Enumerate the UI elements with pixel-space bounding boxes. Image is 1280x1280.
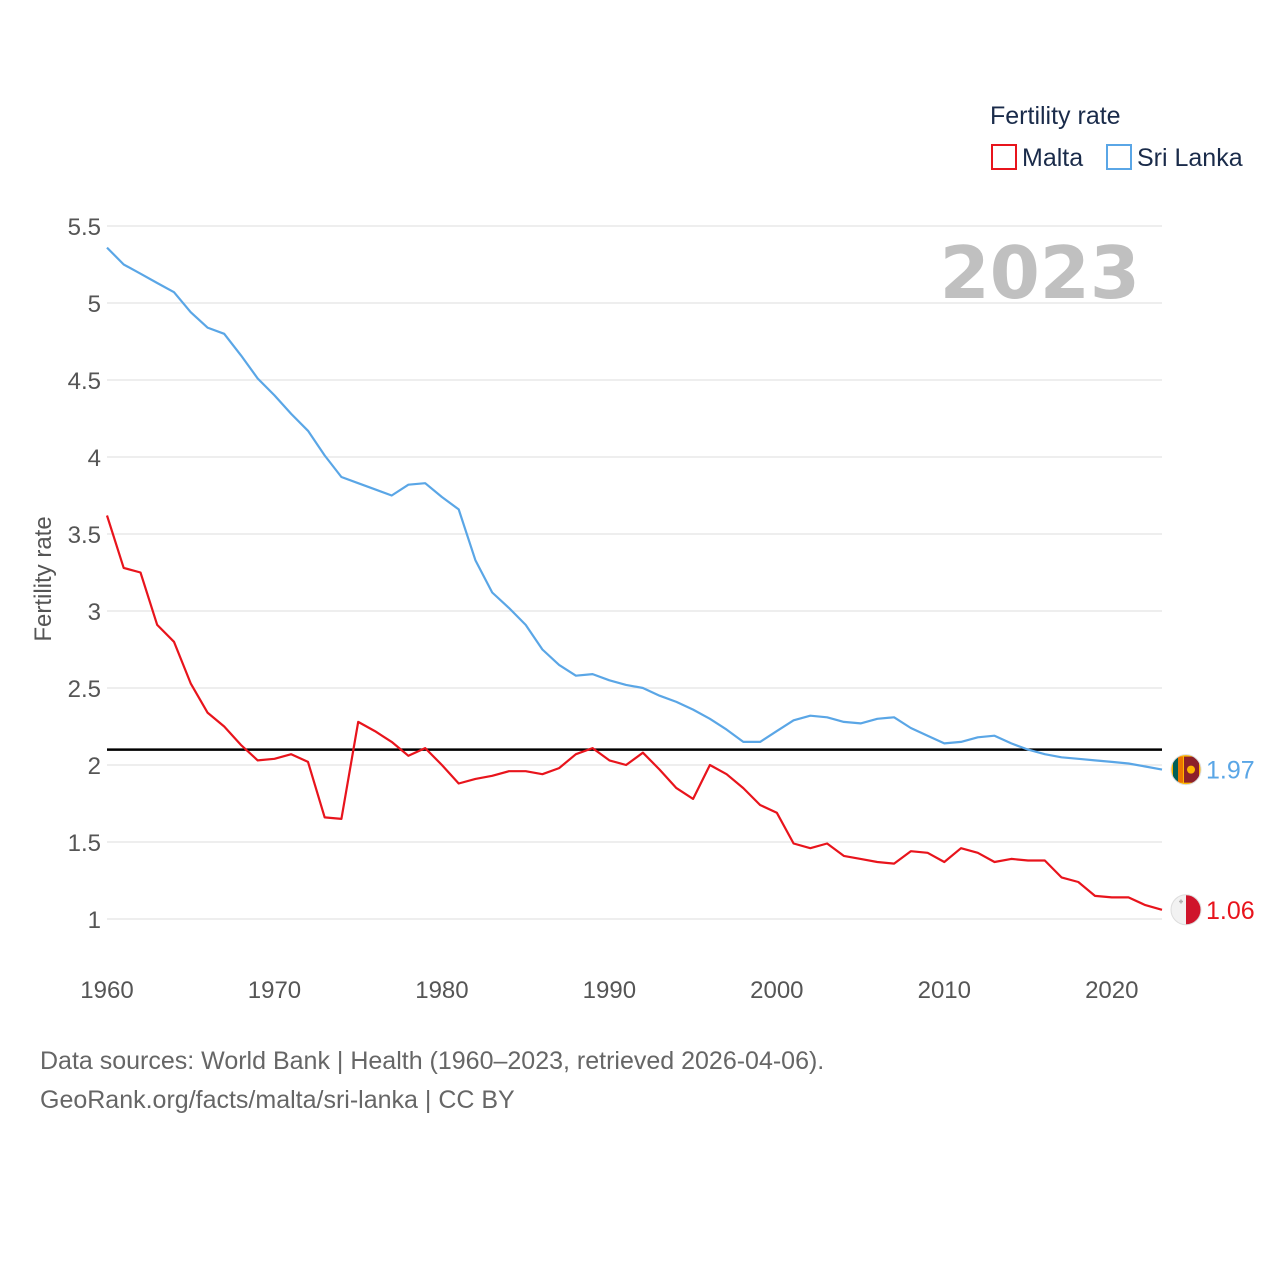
x-tick-label: 1960: [80, 977, 133, 1004]
x-axis-ticks: 1960 1970 1980 1990 2000 2010 2020: [80, 977, 1138, 1004]
x-tick-label: 1990: [583, 977, 636, 1004]
legend-label-sri-lanka: Sri Lanka: [1137, 144, 1243, 172]
x-tick-label: 2010: [918, 977, 971, 1004]
y-tick-label: 4: [88, 445, 101, 472]
end-markers: 1.06 1.97: [1170, 754, 1255, 926]
y-tick-label: 1: [88, 907, 101, 934]
sri-lanka-flag-icon: [1170, 754, 1202, 786]
y-tick-label: 2.5: [68, 676, 101, 703]
legend-swatch-malta: [991, 144, 1017, 170]
x-tick-label: 1970: [248, 977, 301, 1004]
legend-title: Fertility rate: [990, 102, 1121, 130]
y-axis-ticks: 1 1.5 2 2.5 3 3.5 4 4.5 5 5.5: [68, 214, 101, 934]
x-tick-label: 2020: [1085, 977, 1138, 1004]
legend-swatch-sri-lanka: [1106, 144, 1132, 170]
source-line-1: Data sources: World Bank | Health (1960–…: [40, 1047, 825, 1075]
series-lines: [105, 246, 1163, 911]
y-tick-label: 3.5: [68, 522, 101, 549]
legend-item-sri-lanka[interactable]: Sri Lanka: [1106, 144, 1243, 172]
y-tick-label: 5: [88, 291, 101, 318]
source-note: Data sources: World Bank | Health (1960–…: [40, 1042, 824, 1120]
x-tick-label: 1980: [415, 977, 468, 1004]
year-label: 2023: [940, 231, 1140, 315]
end-value-sri-lanka: 1.97: [1206, 757, 1255, 785]
legend: Fertility rate Malta Sri Lanka: [990, 102, 1243, 172]
series-line-sri-lanka: [106, 246, 1163, 771]
legend-label-malta: Malta: [1022, 144, 1083, 172]
y-tick-label: 4.5: [68, 368, 101, 395]
x-tick-label: 2000: [750, 977, 803, 1004]
series-line-malta: [105, 515, 1163, 911]
y-tick-label: 3: [88, 599, 101, 626]
legend-item-malta[interactable]: Malta: [991, 144, 1083, 172]
y-axis-title: Fertility rate: [30, 516, 57, 641]
y-tick-label: 1.5: [68, 830, 101, 857]
y-tick-label: 5.5: [68, 214, 101, 241]
malta-flag-icon: [1170, 894, 1202, 926]
y-tick-label: 2: [88, 753, 101, 780]
end-value-malta: 1.06: [1206, 897, 1255, 925]
gridlines: [107, 225, 1162, 920]
source-line-2[interactable]: GeoRank.org/facts/malta/sri-lanka | CC B…: [40, 1086, 515, 1114]
